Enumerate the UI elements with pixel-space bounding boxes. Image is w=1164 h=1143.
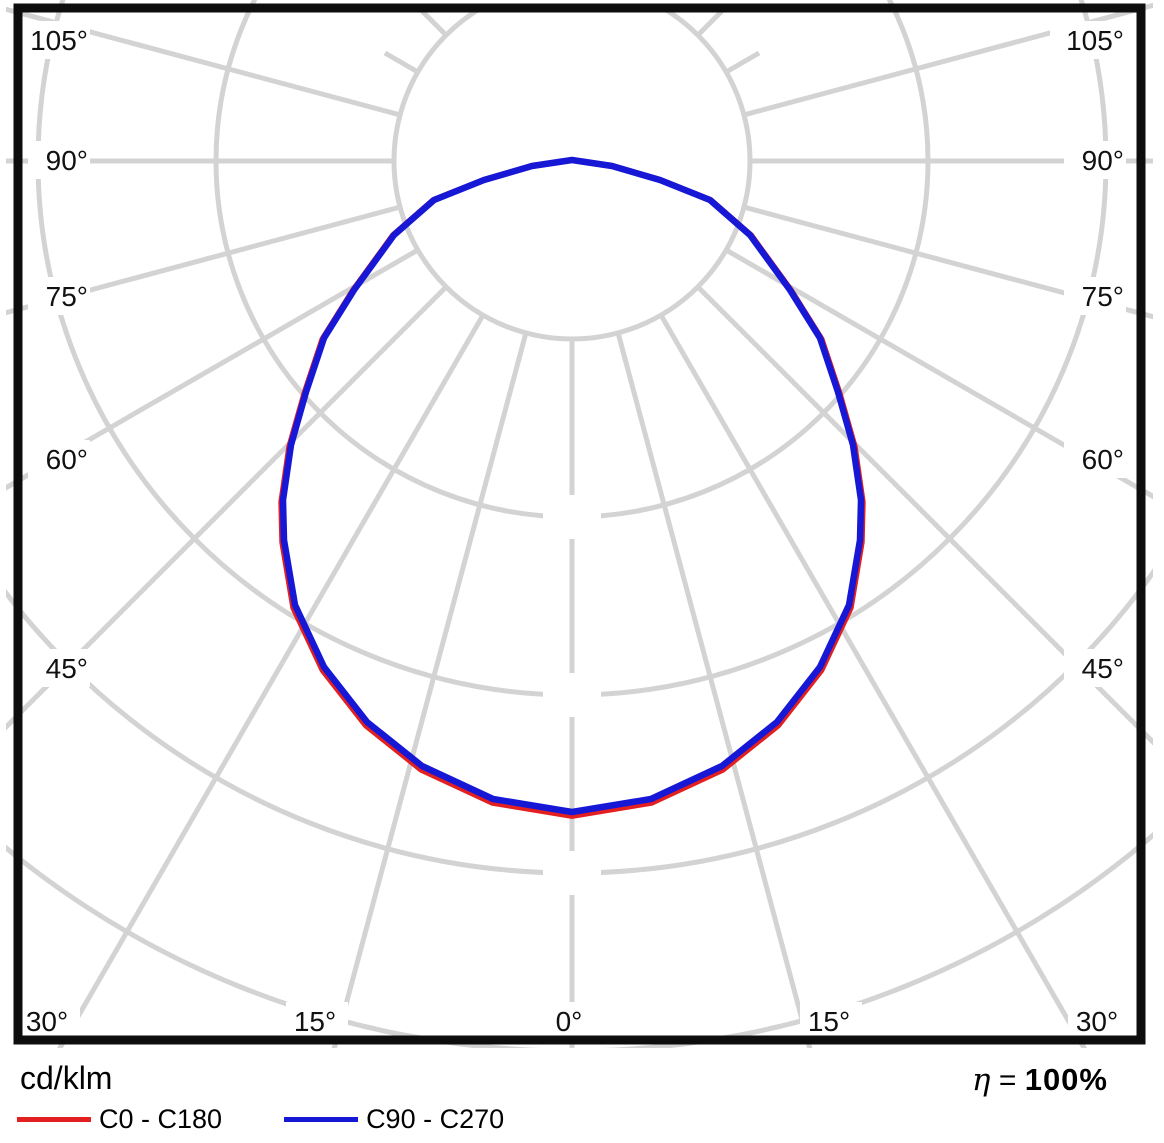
ring-value-box [543,673,601,717]
grid-ray [696,285,1153,746]
eta-symbol: η [971,1062,991,1098]
angle-label-box [1068,1002,1130,1040]
angle-label: 60° [46,444,88,475]
angle-label: 105° [1066,25,1124,56]
angle-label: 105° [30,25,88,56]
angle-label: 75° [46,281,88,312]
chart-frame [13,3,1146,1045]
angle-label-box [28,649,90,687]
angle-label-box [800,1002,862,1040]
angle-label-box [18,1002,80,1040]
angle-label-box [1064,440,1126,478]
grid-ray [743,2,1153,118]
grid-minor-tick [696,6,727,37]
angle-label: 30° [26,1006,68,1037]
angle-label-box [1064,649,1126,687]
ring-value-box [543,495,601,539]
grid-minor-tick [417,6,448,37]
angle-label: 75° [1082,281,1124,312]
c0-c180-swatch [17,1117,91,1122]
angle-label: 45° [46,653,88,684]
angle-label: 15° [294,1006,336,1037]
angle-label: 45° [1082,653,1124,684]
angle-label-box [286,1002,348,1040]
grid-ray [6,204,401,316]
grid-ray [615,332,814,1052]
c90-c270-swatch [284,1117,359,1122]
grid-ray [54,313,486,1052]
angle-label-box [1064,141,1126,179]
angle-label-box [540,1002,602,1040]
eta-value: 100% [1024,1062,1108,1097]
angle-label: 60° [1082,444,1124,475]
legend: C0 - C180 C90 - C270 [17,1104,566,1135]
eta-equals: = [990,1064,1025,1097]
ring-value-box [543,851,601,895]
footer-band: cd/klm C0 - C180 C90 - C270 η = 100% [0,1048,1164,1143]
angle-label: 90° [46,145,88,176]
unit-label: cd/klm [20,1060,113,1096]
c90-c270-curve [279,156,865,816]
angle-label-box [1050,21,1126,59]
grid-ray [743,204,1153,320]
grid-ray [724,247,1153,500]
angle-label-box [14,21,90,59]
grid-ray [658,313,1090,1052]
angle-label-box [28,141,90,179]
grid-ray [6,247,420,491]
grid-ray [330,332,529,1052]
angle-label-box [28,440,90,478]
efficiency-label: η = 100% [972,1062,1108,1098]
angle-label-box [28,277,90,315]
angle-label: 15° [808,1006,850,1037]
grid-minor-tick [724,50,761,75]
angle-label: 30° [1076,1006,1118,1037]
angle-label: 0° [556,1006,583,1037]
grid-ray [6,6,401,118]
c0-c180-label: C0 - C180 [99,1104,223,1134]
grid-minor-tick [383,50,420,75]
c90-c270-label: C90 - C270 [366,1104,505,1134]
angle-label: 90° [1082,145,1124,176]
angle-label-box [1064,277,1126,315]
